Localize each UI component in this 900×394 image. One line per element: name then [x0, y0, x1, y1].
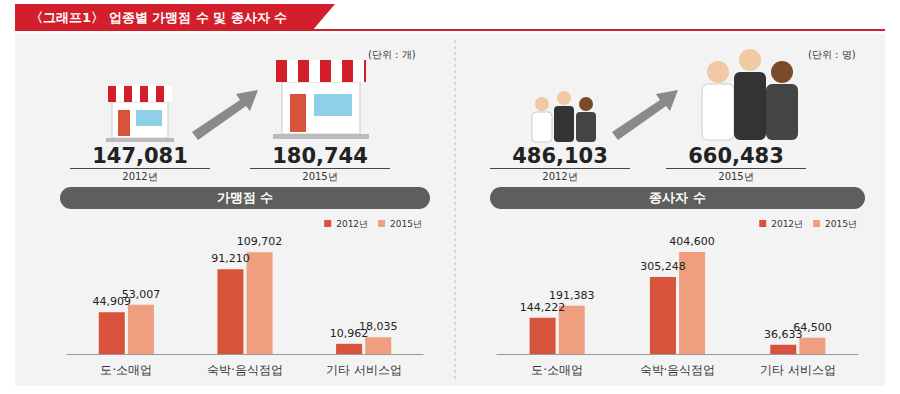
svg-text:기타 서비스업: 기타 서비스업: [760, 363, 836, 377]
html-text:147,081: 147,081: [92, 144, 188, 168]
html-text:(단위 : 개): (단위 : 개): [368, 49, 416, 60]
html-text:2015년: 2015년: [718, 171, 754, 182]
svg-text:64,500: 64,500: [793, 321, 832, 334]
html-text:(단위 : 명): (단위 : 명): [808, 49, 856, 60]
svg-text:기타 서비스업: 기타 서비스업: [326, 363, 402, 377]
svg-text:18,035: 18,035: [359, 320, 398, 333]
svg-text:305,248: 305,248: [640, 260, 686, 273]
svg-text:숙박·음식점업: 숙박·음식점업: [207, 363, 283, 377]
html-text:180,744: 180,744: [272, 144, 368, 168]
html-text:〈그래프1〉 업종별 가맹점 수 및 종사자 수: 〈그래프1〉 업종별 가맹점 수 및 종사자 수: [30, 10, 288, 25]
svg-text:191,383: 191,383: [549, 289, 595, 302]
svg-text:36,633: 36,633: [764, 327, 803, 341]
svg-text:2015년: 2015년: [390, 219, 422, 229]
svg-text:숙박·음식점업: 숙박·음식점업: [640, 363, 716, 377]
svg-text:109,702: 109,702: [237, 235, 283, 248]
html-text:486,103: 486,103: [512, 144, 608, 168]
svg-text:2012년: 2012년: [771, 219, 803, 229]
svg-text:144,222: 144,222: [520, 301, 566, 314]
svg-text:53,007: 53,007: [122, 288, 161, 301]
html-text:종사자 수: 종사자 수: [649, 190, 706, 205]
html-text:가맹점 수: 가맹점 수: [216, 190, 274, 205]
html-text:660,483: 660,483: [688, 144, 784, 168]
svg-text:44,909: 44,909: [92, 295, 131, 309]
svg-text:91,210: 91,210: [211, 252, 250, 265]
svg-text:404,600: 404,600: [669, 235, 715, 248]
svg-text:도·소매업: 도·소매업: [100, 363, 152, 377]
svg-text:2015년: 2015년: [825, 219, 857, 229]
html-text:2012년: 2012년: [542, 171, 578, 182]
html-text:2015년: 2015년: [302, 171, 338, 182]
svg-text:도·소매업: 도·소매업: [531, 363, 583, 377]
html-text:2012년: 2012년: [122, 171, 158, 182]
svg-text:10,962: 10,962: [329, 326, 369, 340]
svg-text:2012년: 2012년: [336, 219, 368, 229]
